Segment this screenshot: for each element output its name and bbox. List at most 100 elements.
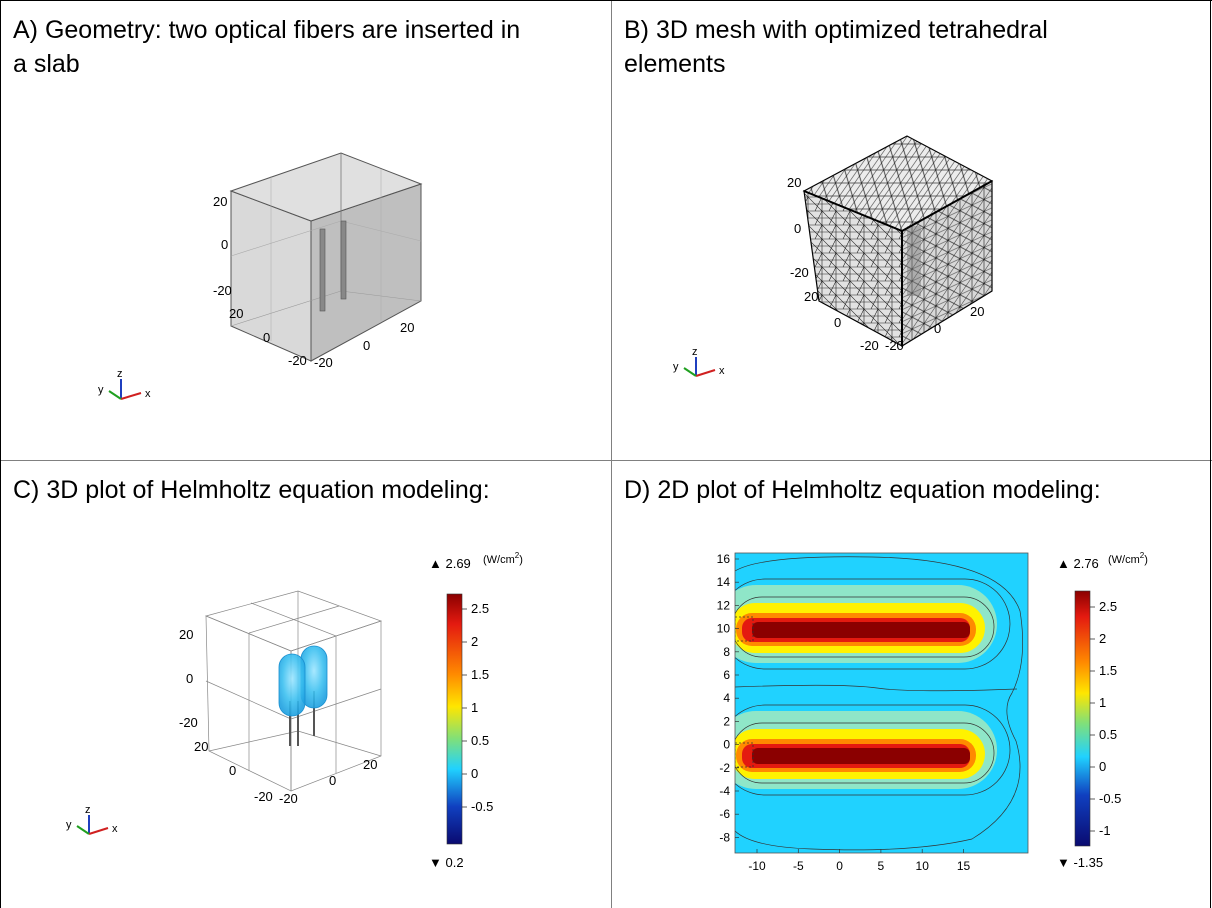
panel-a-title-line1: A) Geometry: two optical fibers are inse… xyxy=(13,16,521,44)
colorbar-d-tick-label: 1.5 xyxy=(1099,663,1117,678)
wire-bottom-back xyxy=(208,730,299,752)
wire-grid xyxy=(290,688,382,720)
upper-field-core xyxy=(752,622,970,638)
x-tick-label: 15 xyxy=(957,859,971,873)
optical-fiber-2 xyxy=(340,220,347,300)
c-y-tick-front: -20 xyxy=(254,789,273,804)
plot-frame xyxy=(734,552,1029,854)
triad-y-axis xyxy=(683,367,697,377)
colorbar-c-tick-label: 1 xyxy=(471,700,478,715)
colorbar-d: ▲ 2.76 (W/cm2) 2.521.510.50-0.5-1 ▼ -1.3… xyxy=(1057,551,1148,870)
colorbar-c: ▲ 2.69 (W/cm2) 2.521.510.50-0.5 ▼ 0.2 xyxy=(429,551,523,870)
triad-y-label: y xyxy=(66,819,72,831)
colorbar-d-tick-label: -0.5 xyxy=(1099,791,1121,806)
z-tick-top: 20 xyxy=(213,194,227,209)
panel-a-title: A) Geometry: two optical fibers are inse… xyxy=(13,13,520,81)
triad-z-label: z xyxy=(117,368,123,380)
right-border xyxy=(1210,0,1211,908)
contour-lines xyxy=(735,556,1023,851)
colorbar-c-tick-label: 1.5 xyxy=(471,667,489,682)
colorbar-c-tick-label: 2.5 xyxy=(471,601,489,616)
mesh-z-tick-top: 20 xyxy=(787,175,801,190)
wire-bottom-back-2 xyxy=(297,730,382,757)
y-tick-label: 12 xyxy=(717,598,731,612)
y-tick-back: 20 xyxy=(229,306,243,321)
panel-b-title-line1: B) 3D mesh with optimized tetrahedral xyxy=(624,16,1048,44)
c-x-tick-front: -20 xyxy=(279,791,298,806)
panel-d-title: D) 2D plot of Helmholtz equation modelin… xyxy=(624,476,1101,504)
x-tick-label: 5 xyxy=(878,859,885,873)
panel-b-title: B) 3D mesh with optimized tetrahedral el… xyxy=(624,13,1048,81)
c-x-tick-back: 20 xyxy=(363,757,377,772)
c-z-tick-mid: 0 xyxy=(186,671,193,686)
colorbar-d-tick-label: 1 xyxy=(1099,695,1106,710)
y-tick-label: 10 xyxy=(717,622,731,636)
x-tick-label: 0 xyxy=(836,859,843,873)
colorbar-c-tick-label: -0.5 xyxy=(471,799,493,814)
colorbar-d-tick-label: 0.5 xyxy=(1099,727,1117,742)
y-tick-mid: 0 xyxy=(263,330,270,345)
y-tick-label: 4 xyxy=(723,691,730,705)
c-y-tick-back: 20 xyxy=(194,739,208,754)
y-tick-label: 14 xyxy=(717,575,731,589)
c-z-tick-bot: -20 xyxy=(179,715,198,730)
y-tick-label: -4 xyxy=(719,784,730,798)
triad-x-label: x xyxy=(719,365,725,377)
wire-left xyxy=(205,615,292,792)
axis-triad-a: z x y xyxy=(98,368,151,400)
triad-z-label: z xyxy=(85,804,91,816)
top-border xyxy=(0,0,1212,1)
y-tick-label: 8 xyxy=(723,645,730,659)
lower-field-core xyxy=(752,748,970,764)
mesh-left-face xyxy=(804,191,902,346)
colorbar-c-max-label: ▲ 2.69 xyxy=(429,556,471,571)
triad-x-axis xyxy=(88,827,109,835)
panel-a-geometry: 20 0 -20 20 0 -20 -20 0 20 z x y xyxy=(98,152,423,400)
left-border xyxy=(0,0,1,908)
mesh-y-tick-back: 20 xyxy=(804,289,818,304)
panel-b: B) 3D mesh with optimized tetrahedral el… xyxy=(612,1,1210,460)
colorbar-d-unit: (W/cm2) xyxy=(1108,551,1148,566)
mesh-x-tick-mid: 0 xyxy=(934,321,941,336)
fiber-insert-upper xyxy=(735,616,754,642)
colorbar-c-tick-label: 0.5 xyxy=(471,733,489,748)
colorbar-c-unit-close: ) xyxy=(519,554,523,566)
colorbar-c-gradient xyxy=(446,593,463,845)
c-y-tick-mid: 0 xyxy=(229,763,236,778)
fiber-insert-lower xyxy=(735,742,754,768)
triad-y-label: y xyxy=(673,361,679,373)
contour-upper-1 xyxy=(735,578,1011,670)
colorbar-d-unit-close: ) xyxy=(1144,554,1148,566)
colorbar-d-min-label: ▼ -1.35 xyxy=(1057,855,1103,870)
colorbar-d-max-label: ▲ 2.76 xyxy=(1057,556,1099,571)
colorbar-c-unit-sup: 2 xyxy=(515,551,520,560)
mesh-x-tick-front: -20 xyxy=(885,338,904,353)
y-tick-label: 16 xyxy=(717,552,731,566)
y-tick-label: 2 xyxy=(723,714,730,728)
c-z-tick-top: 20 xyxy=(179,627,193,642)
colorbar-d-tick-label: -1 xyxy=(1099,823,1111,838)
panel-c-3d-plot: 20 0 -20 20 0 -20 -20 0 20 z x y ▲ 2.69 … xyxy=(66,551,523,870)
panel-c: C) 3D plot of Helmholtz equation modelin… xyxy=(1,461,611,908)
z-tick-mid: 0 xyxy=(221,237,228,252)
colorbar-c-min-label: ▼ 0.2 xyxy=(429,855,464,870)
contour-lower-2 xyxy=(735,722,995,784)
panel-b-title-line2: elements xyxy=(624,50,726,78)
contour-upper-2 xyxy=(735,596,995,658)
z-tick-bot: -20 xyxy=(213,283,232,298)
grid-line xyxy=(230,220,342,257)
triad-y-axis xyxy=(108,390,122,400)
y-tick-front: -20 xyxy=(288,353,307,368)
triad-x-axis xyxy=(695,369,716,377)
mesh-z-tick-bot: -20 xyxy=(790,265,809,280)
axis-triad-c: z x y xyxy=(66,804,118,835)
x-axis-ticks: -10 -5 0 5 10 15 xyxy=(748,849,970,873)
triad-x-axis xyxy=(120,392,142,400)
mesh-y-tick-mid: 0 xyxy=(834,315,841,330)
y-axis-ticks: 16 14 12 10 8 6 4 2 0 -2 -4 -6 -8 xyxy=(717,552,739,844)
c-x-tick-mid: 0 xyxy=(329,773,336,788)
panel-c-title: C) 3D plot of Helmholtz equation modelin… xyxy=(13,476,490,504)
triad-x-label: x xyxy=(145,388,151,400)
